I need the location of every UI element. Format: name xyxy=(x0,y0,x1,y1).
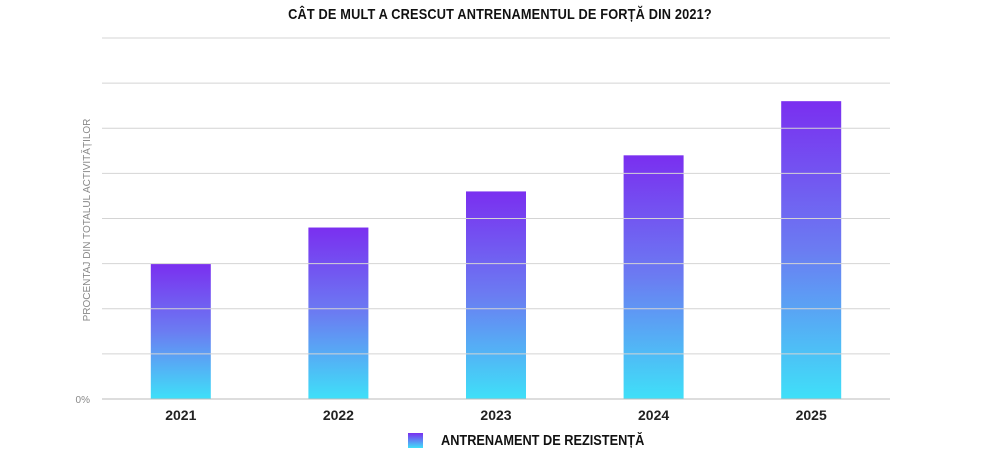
x-tick-label: 2024 xyxy=(638,407,669,423)
x-tick-label: 2025 xyxy=(796,407,827,423)
bar-2023 xyxy=(466,191,526,399)
legend-swatch xyxy=(408,433,423,448)
legend-label: ANTRENAMENT DE REZISTENȚĂ xyxy=(441,432,645,449)
chart-title: CÂT DE MULT A CRESCUT ANTRENAMENTUL DE F… xyxy=(288,6,712,23)
x-tick-label: 2023 xyxy=(480,407,511,423)
y-tick-label: 0% xyxy=(76,395,91,406)
x-tick-label: 2022 xyxy=(323,407,354,423)
bar-2025 xyxy=(781,101,842,400)
x-tick-label: 2021 xyxy=(165,407,196,423)
bar-2021 xyxy=(150,263,211,399)
y-axis-label: PROCENTAJ DIN TOTALUL ACTIVITĂȚILOR xyxy=(80,119,93,322)
legend: ANTRENAMENT DE REZISTENȚĂ xyxy=(408,432,680,449)
bar-2024 xyxy=(623,155,684,399)
bar-2022 xyxy=(308,227,369,399)
